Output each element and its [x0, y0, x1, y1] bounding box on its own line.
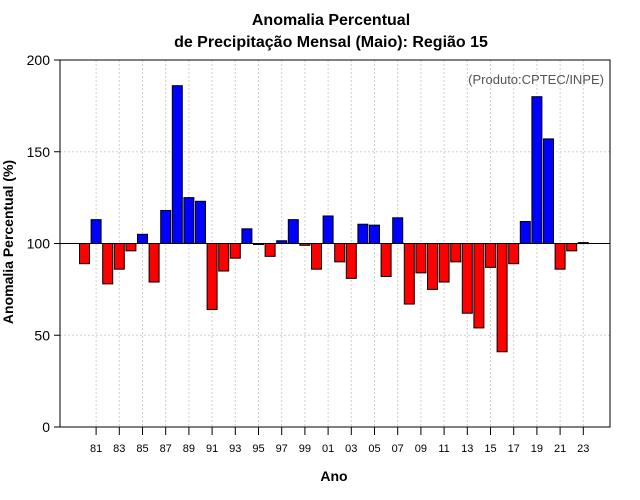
bar-2000 — [311, 243, 322, 270]
y-axis: 0 50 100 150 200 — [27, 52, 60, 435]
bar-2010 — [427, 243, 438, 290]
x-tick-label: 01 — [322, 443, 334, 455]
bar-2016 — [496, 243, 508, 353]
x-tick-label: 97 — [276, 443, 288, 455]
bar-2011 — [438, 243, 450, 283]
bar-2008 — [403, 243, 415, 305]
bar-1993 — [229, 243, 241, 259]
x-axis-label: Ano — [320, 468, 347, 484]
bar-2014 — [473, 243, 485, 329]
bar-1981 — [90, 219, 102, 245]
x-tick-label: 07 — [392, 443, 404, 455]
x-tick-label: 93 — [229, 443, 241, 455]
source-annotation: (Produto:CPTEC/INPE) — [468, 72, 604, 87]
bar-2013 — [461, 243, 473, 314]
bar-2019 — [531, 96, 543, 244]
bar-2003 — [345, 243, 357, 279]
bar-2012 — [450, 243, 462, 263]
bar-1982 — [102, 243, 114, 285]
x-tick-label: 91 — [206, 443, 218, 455]
bar-2009 — [415, 243, 427, 274]
bar-1998 — [287, 219, 299, 245]
x-tick-label: 89 — [183, 443, 195, 455]
bar-1996 — [264, 243, 276, 257]
x-axis: 81 83 85 87 89 91 93 95 97 99 01 03 05 07 09 11 13 15 17 19… — [90, 427, 589, 455]
bar-2015 — [485, 243, 496, 268]
x-tick-label: 99 — [299, 443, 311, 455]
bar-1983 — [113, 243, 125, 270]
x-tick-label: 11 — [438, 443, 449, 455]
bar-1985 — [137, 233, 148, 244]
bar-2007 — [392, 217, 404, 244]
bar-1989 — [183, 197, 195, 244]
x-tick-label: 23 — [577, 443, 589, 455]
x-tick-label: 19 — [531, 443, 543, 455]
bar-2022 — [566, 243, 578, 252]
x-tick-label: 13 — [461, 443, 473, 455]
x-tick-label: 87 — [160, 443, 172, 455]
x-tick-label: 15 — [484, 443, 496, 455]
x-tick-label: 09 — [415, 443, 427, 455]
bar-1988 — [171, 85, 183, 244]
x-tick-label: 83 — [113, 443, 125, 455]
x-tick-label: 81 — [90, 443, 102, 455]
bar-1986 — [148, 243, 160, 283]
chart-title: Anomalia Percentual — [252, 12, 410, 29]
x-tick-label: 03 — [345, 443, 357, 455]
y-axis-label: Anomalia Percentual (%) — [0, 160, 16, 324]
y-tick-label: 150 — [27, 144, 51, 160]
x-tick-label: 95 — [252, 443, 264, 455]
x-tick-label: 85 — [136, 443, 148, 455]
x-tick-label: 17 — [508, 443, 520, 455]
bar-2017 — [508, 243, 520, 265]
bar-2020 — [543, 138, 554, 244]
y-tick-label: 50 — [34, 327, 50, 343]
bar-2006 — [380, 243, 392, 278]
chart-subtitle: de Precipitação Mensal (Maio): Região 15 — [174, 34, 488, 51]
y-tick-label: 0 — [42, 419, 50, 435]
bar-1987 — [160, 209, 172, 244]
y-tick-label: 100 — [27, 236, 51, 252]
bar-1980 — [79, 243, 90, 265]
bar-1994 — [241, 228, 253, 245]
bar-1990 — [195, 200, 206, 244]
bar-2001 — [322, 215, 334, 245]
bar-1984 — [125, 243, 137, 252]
x-tick-label: 05 — [368, 443, 380, 455]
bar-2002 — [334, 243, 346, 263]
y-tick-label: 200 — [27, 52, 51, 68]
bar-2004 — [357, 223, 369, 244]
bar-2021 — [554, 243, 566, 270]
bars — [79, 85, 589, 353]
x-tick-label: 21 — [554, 443, 566, 455]
bar-1992 — [218, 243, 230, 272]
bar-2018 — [519, 220, 531, 244]
bar-2005 — [369, 224, 380, 244]
bar-1991 — [206, 243, 218, 311]
